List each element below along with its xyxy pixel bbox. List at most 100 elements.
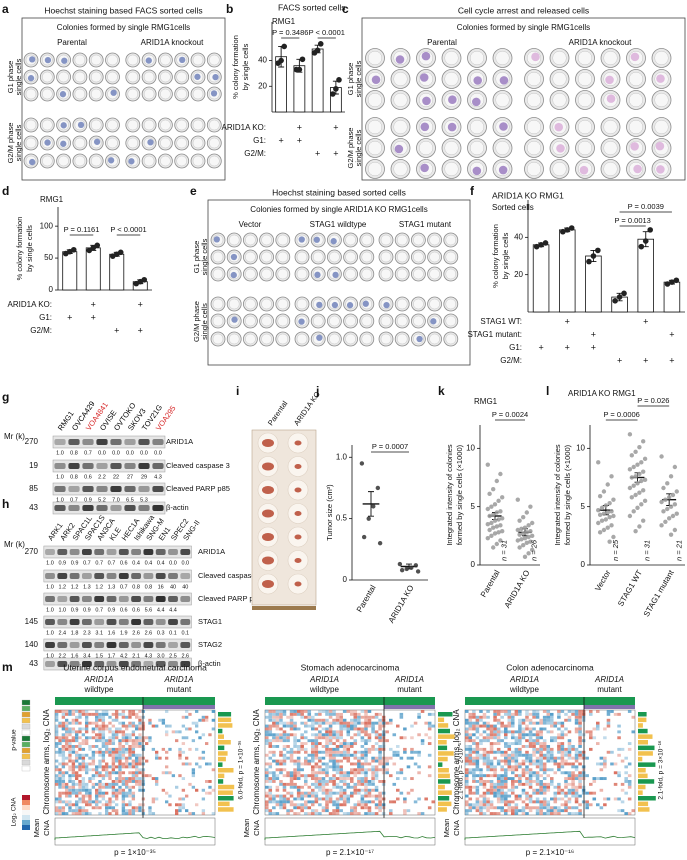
heatmap-cell [371, 757, 375, 760]
heatmap-cell [469, 786, 473, 789]
heatmap-cell [497, 760, 501, 763]
heatmap-cell [162, 719, 165, 722]
well-inner [177, 72, 187, 82]
well-inner [213, 299, 223, 309]
legend-swatch [22, 820, 30, 825]
heatmap-cell [138, 780, 141, 783]
well-inner [177, 120, 187, 130]
heatmap-cell [357, 771, 361, 774]
heatmap-cell [532, 780, 536, 783]
heatmap-cell [68, 768, 71, 771]
heatmap-cell [361, 768, 365, 771]
heatmap-cell [522, 809, 526, 812]
y-tick-label: 0 [343, 575, 348, 584]
heatmap-cell [568, 789, 572, 792]
heatmap-cell [539, 789, 543, 792]
heatmap-cell [62, 783, 65, 786]
heatmap-cell [128, 739, 131, 742]
heatmap-cell [354, 792, 358, 795]
heatmap-cell [547, 757, 551, 760]
colony [231, 254, 237, 260]
heatmap-cell [62, 763, 65, 766]
heatmap-cell [272, 760, 276, 763]
heatmap-cell [88, 757, 91, 760]
colony [179, 57, 185, 63]
heatmap-cell [428, 736, 432, 739]
heatmap-cell [518, 763, 522, 766]
heatmap-cell [265, 733, 269, 736]
heatmap-cell [465, 745, 469, 748]
heatmap-cell [118, 765, 121, 768]
heatmap-cell [75, 777, 78, 780]
x-tick-label: ARID1A KO [387, 584, 416, 625]
heatmap-cell [118, 728, 121, 731]
heatmap-cell [539, 792, 543, 795]
heatmap-cell [410, 748, 414, 751]
heatmap-cell [368, 812, 372, 815]
colony [416, 336, 422, 342]
well-inner [496, 141, 510, 155]
heatmap-cell [318, 751, 322, 754]
quant-value: 29 [141, 474, 147, 480]
heatmap-cell [493, 751, 497, 754]
condition-mark: + [669, 329, 674, 339]
heatmap-cell [543, 754, 547, 757]
heatmap-cell [578, 730, 582, 733]
blot-band [96, 463, 107, 469]
heatmap-cell [347, 800, 351, 803]
colony [420, 164, 429, 173]
heatmap-cell [293, 786, 297, 789]
heatmap-cell [98, 812, 101, 815]
heatmap-cell [311, 771, 315, 774]
data-point [496, 499, 500, 503]
heatmap-cell [350, 754, 354, 757]
data-point [493, 502, 497, 506]
data-point [333, 86, 339, 92]
heatmap-cell [543, 722, 547, 725]
heatmap-cell [472, 774, 476, 777]
heatmap-cell [92, 774, 95, 777]
heatmap-cell [596, 763, 600, 766]
blot-band [54, 505, 65, 511]
heatmap-cell [350, 719, 354, 722]
heatmap-cell [122, 812, 125, 815]
heatmap-cell [308, 786, 312, 789]
heatmap-cell [568, 771, 572, 774]
data-point [315, 47, 321, 53]
heatmap-cell [68, 757, 71, 760]
heatmap-cell [283, 754, 287, 757]
heatmap-cell [339, 798, 343, 801]
heatmap-cell [82, 763, 85, 766]
side-bar [218, 796, 234, 801]
heatmap-cell [315, 754, 319, 757]
heatmap-cell [336, 798, 340, 801]
colony [448, 95, 457, 104]
heatmap-cell [465, 786, 469, 789]
heatmap-cell [304, 722, 308, 725]
well-inner [193, 138, 203, 148]
well-inner [262, 235, 272, 245]
heatmap-cell [603, 803, 607, 806]
heatmap-cell [329, 760, 333, 763]
heatmap-cell [564, 719, 568, 722]
heatmap-cell [529, 783, 533, 786]
heatmap-cell [265, 809, 269, 812]
heatmap-cell [350, 763, 354, 766]
heatmap-cell [361, 754, 365, 757]
heatmap-cell [72, 751, 75, 754]
heatmap-cell [364, 757, 368, 760]
heatmap-cell [132, 751, 135, 754]
group-gene: ARID1A [84, 675, 114, 684]
p-value: P = 0.026 [637, 396, 669, 405]
heatmap-cell [350, 806, 354, 809]
heatmap-cell [469, 719, 473, 722]
heatmap-cell [283, 725, 287, 728]
heatmap-cell [504, 792, 508, 795]
heatmap-cell [105, 803, 108, 806]
heatmap-cell [596, 803, 600, 806]
well-inner [160, 72, 170, 82]
y-axis-label: by single cells [241, 43, 250, 90]
heatmap-cell [168, 725, 171, 728]
y-tick-label: 10 [466, 443, 475, 452]
heatmap-cell [371, 812, 375, 815]
